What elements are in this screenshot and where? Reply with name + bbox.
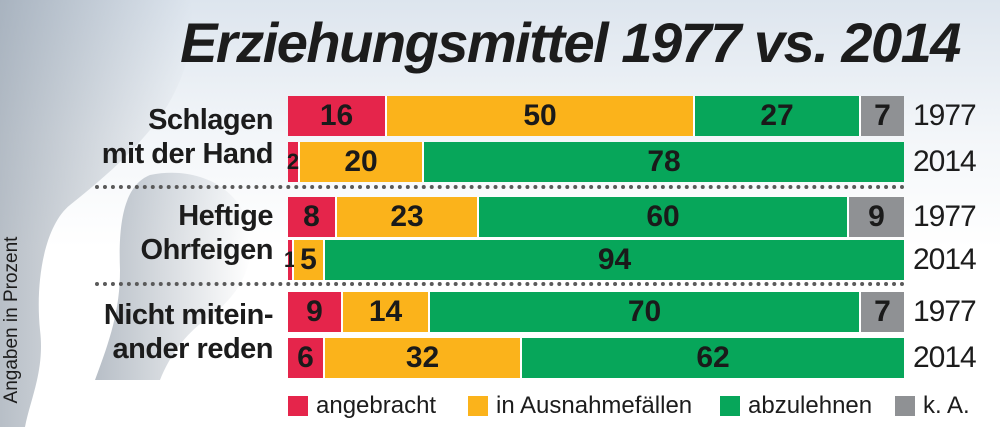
legend-swatch [720,396,740,416]
bar-row: 6 32 62 [288,338,904,378]
data-label: 6 [297,341,314,374]
data-label: 20 [344,145,378,178]
data-label: 2 [286,149,300,174]
data-label: 70 [627,295,662,328]
child-silhouette [95,172,251,380]
data-label: 8 [303,200,320,233]
data-label: 23 [390,200,424,233]
bar-segment-in_ausnahmefaellen: 5 [294,240,325,280]
bar-segment-angebracht: 1 [284,240,296,280]
bar-segment-abzulehnen: 27 [695,96,861,136]
group-label: Nicht mitein-ander reden [58,298,274,366]
bar-row: 9 14 70 7 [288,292,904,332]
data-label: 32 [405,341,440,374]
year-label: 2014 [913,145,977,178]
data-label: 5 [300,243,317,276]
bar-row: 16 50 27 7 [288,96,904,136]
group-separator [95,282,905,286]
bar-segment-angebracht: 2 [286,142,300,182]
bar-segment-abzulehnen: 78 [424,142,904,182]
group-label-line: mit der Hand [101,138,274,170]
bar-segment-in_ausnahmefaellen: 32 [325,338,522,378]
legend-item: abzulehnen [720,392,872,420]
legend-swatch [895,396,915,416]
bar-segment-in_ausnahmefaellen: 23 [337,197,479,237]
data-label: 7 [874,295,891,328]
data-label: 14 [368,295,403,328]
legend-swatch [288,396,308,416]
group-label: Schlagen mit der Hand [58,103,274,171]
data-label: 62 [696,341,730,374]
chart-title: Erziehungsmittel 1977 vs. 2014 [180,11,961,74]
legend-swatch [468,396,488,416]
year-label: 1977 [913,99,977,132]
bar-segment-ka: 7 [861,96,904,136]
bar-segment-angebracht: 6 [288,338,325,378]
bar-segment-in_ausnahmefaellen: 14 [343,292,430,332]
group-label-line: Heftige [178,200,273,232]
bar-segment-abzulehnen: 70 [430,292,861,332]
y-axis-note: Angaben in Prozent [1,236,22,404]
year-label: 2014 [913,243,977,276]
bar-segment-ka: 7 [861,292,904,332]
data-label: 1 [283,247,297,272]
data-label: 94 [597,243,632,276]
group-label-line: Schlagen [148,104,273,136]
year-label: 2014 [913,341,977,374]
group-label-line: ander reden [112,333,274,365]
group-label-line: Ohrfeigen [140,234,274,266]
legend-item: k. A. [895,392,970,420]
year-label: 1977 [913,200,977,233]
data-label: 27 [760,99,794,132]
adult-silhouette [0,0,193,427]
bar-segment-abzulehnen: 60 [479,197,849,237]
bar-segment-angebracht: 9 [288,292,343,332]
bar-segment-abzulehnen: 62 [522,338,904,378]
bar-row: 8 23 60 9 [288,197,904,237]
legend: angebracht in Ausnahmefällen abzulehnen k. … [288,392,988,420]
legend-label: angebracht [316,392,437,419]
legend-label: k. A. [923,392,970,419]
data-label: 9 [306,295,323,328]
bar-segment-in_ausnahmefaellen: 20 [300,142,424,182]
group-separator [95,185,905,189]
data-label: 50 [523,99,557,132]
bar-segment-abzulehnen: 94 [325,240,904,280]
bar-segment-ka: 9 [849,197,904,237]
background-photo-silhouette [0,0,251,427]
data-label: 7 [874,99,891,132]
bar-segment-in_ausnahmefaellen: 50 [387,96,695,136]
bar-segment-angebracht: 16 [288,96,387,136]
data-label: 78 [647,145,681,178]
legend-item: in Ausnahmefällen [468,392,692,420]
year-label: 1977 [913,295,977,328]
legend-label: in Ausnahmefällen [496,392,693,419]
legend-item: angebracht [288,392,436,420]
group-label-line: Nicht mitein- [103,299,274,331]
group-label: Heftige Ohrfeigen [58,199,274,267]
data-label: 9 [868,200,885,233]
bar-row: 1 5 94 [284,240,904,280]
data-label: 60 [646,200,680,233]
legend-label: abzulehnen [748,392,873,419]
data-label: 16 [319,99,354,132]
bar-segment-angebracht: 8 [288,197,337,237]
bar-row: 2 20 78 [286,142,904,182]
